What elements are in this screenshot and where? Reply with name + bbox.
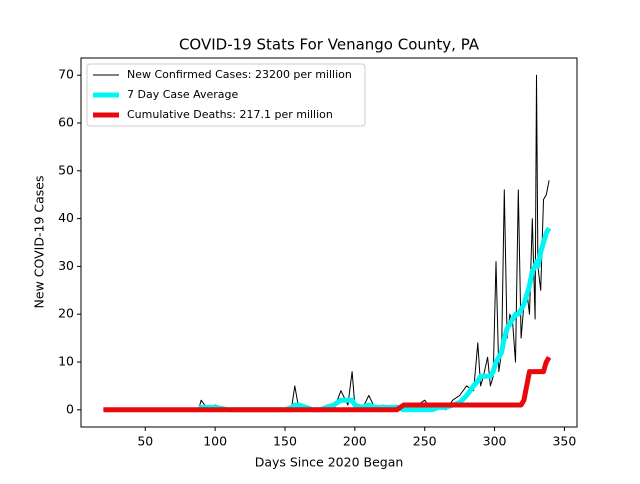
x-tick-label: 200 <box>343 434 367 449</box>
legend-label: Cumulative Deaths: 217.1 per million <box>127 108 333 121</box>
x-tick-label: 50 <box>137 434 153 449</box>
series-line <box>103 355 552 413</box>
plot-frame <box>80 57 578 428</box>
chart-title: COVID-19 Stats For Venango County, PA <box>179 36 480 54</box>
y-tick-label: 60 <box>58 115 74 130</box>
y-tick-label: 0 <box>66 401 74 416</box>
x-tick-label: 300 <box>483 434 507 449</box>
x-axis-label: Days Since 2020 Began <box>255 455 404 470</box>
y-tick-label: 30 <box>58 258 74 273</box>
y-tick-label: 10 <box>58 353 74 368</box>
y-tick-label: 20 <box>58 306 74 321</box>
legend-label: New Confirmed Cases: 23200 per million <box>127 68 352 81</box>
y-tick-label: 40 <box>58 210 74 225</box>
y-axis-label: New COVID-19 Cases <box>32 176 47 309</box>
x-tick-label: 100 <box>203 434 227 449</box>
x-tick-label: 150 <box>273 434 297 449</box>
x-tick-label: 350 <box>552 434 576 449</box>
y-tick-label: 70 <box>58 67 74 82</box>
series-line <box>198 226 552 413</box>
x-tick-label: 250 <box>413 434 437 449</box>
legend-box <box>86 63 366 127</box>
y-tick-label: 50 <box>58 162 74 177</box>
legend-label: 7 Day Case Average <box>127 88 239 101</box>
